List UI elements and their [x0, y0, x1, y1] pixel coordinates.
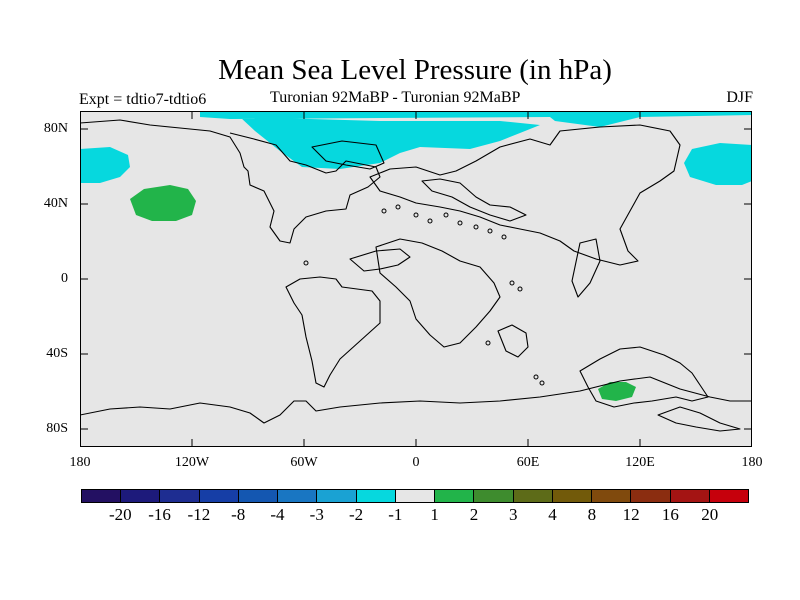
x-tick-label-120e: 120E	[625, 455, 655, 470]
colorbar-label: 2	[469, 505, 479, 524]
colorbar	[81, 489, 749, 503]
north-america-outline	[80, 119, 381, 244]
map-frame	[80, 111, 752, 447]
colorbar-segment	[82, 490, 122, 502]
colorbar-segment	[395, 490, 436, 502]
colorbar-label: -20	[108, 505, 132, 524]
colorbar-segment	[121, 490, 161, 502]
colorbar-segment	[592, 490, 632, 502]
australia-green	[598, 382, 636, 401]
x-tick-label-180e: 180	[741, 455, 763, 470]
map-plot	[80, 111, 752, 447]
colorbar-label: 1	[430, 505, 439, 524]
west-pacific-islands	[571, 238, 601, 298]
india-madagascar-outline	[497, 324, 529, 358]
y-tick-label-80n: 80N	[43, 121, 68, 136]
period-label: Turonian 92MaBP - Turonian 92MaBP	[270, 89, 521, 106]
colorbar-segment	[199, 490, 239, 502]
colorbar-label: -4	[270, 505, 285, 524]
y-tick-label-40s: 40S	[46, 346, 68, 361]
australia-outline	[579, 346, 709, 408]
arctic-cyan-region	[200, 111, 752, 169]
axis-ticks	[80, 111, 752, 447]
colorbar-segment	[631, 490, 671, 502]
coastlines	[80, 119, 752, 432]
colorbar-label: -1	[388, 505, 403, 524]
colorbar-segment	[709, 490, 748, 502]
colorbar-label: -16	[148, 505, 171, 524]
colorbar-label: -8	[231, 505, 246, 524]
north-pacific-cyan-west	[80, 147, 130, 183]
colorbar-label: -2	[348, 505, 364, 524]
season-label: DJF	[726, 89, 753, 106]
x-tick-label-180w: 180	[69, 455, 91, 470]
north-pacific-green	[130, 185, 196, 221]
colorbar-segment	[356, 490, 396, 502]
x-tick-label-0: 0	[412, 455, 420, 470]
colorbar-segment	[552, 490, 593, 502]
x-tick-label-60w: 60W	[290, 455, 318, 470]
colorbar-label: 16	[661, 505, 679, 524]
central-tethys-islands	[349, 248, 411, 272]
greenland-outline	[311, 140, 385, 170]
africa-outline	[375, 238, 501, 348]
small-islands	[303, 204, 545, 386]
ocean-background	[80, 111, 752, 447]
y-tick-label-0: 0	[61, 271, 68, 286]
colorbar-label: 4	[548, 505, 557, 524]
colorbar-segment	[160, 490, 200, 502]
colorbar-segment	[670, 490, 710, 502]
antarctic-peninsula	[657, 406, 741, 432]
colorbar-segment	[513, 490, 553, 502]
antarctica-outline	[80, 376, 752, 424]
colorbar-label: -3	[309, 505, 324, 524]
colorbar-label: 3	[508, 505, 518, 524]
y-tick-label-80s: 80S	[46, 421, 68, 436]
south-america-outline	[285, 276, 381, 388]
positive-anomaly-regions	[130, 185, 636, 401]
colorbar-segment	[317, 490, 357, 502]
colorbar-segment	[474, 490, 514, 502]
experiment-label: Expt = tdtio7-tdtio6	[79, 91, 207, 108]
colorbar-label: 12	[622, 505, 640, 524]
colorbar-segment	[238, 490, 279, 502]
x-tick-label-120w: 120W	[174, 455, 210, 470]
north-interior-seaway	[421, 178, 527, 222]
colorbar-label: -12	[187, 505, 211, 524]
chart-title: Mean Sea Level Pressure (in hPa)	[218, 54, 612, 86]
colorbar-segment	[278, 490, 318, 502]
x-tick-label-60e: 60E	[516, 455, 540, 470]
north-pacific-cyan-east	[684, 143, 752, 185]
eurasia-outline	[369, 124, 681, 266]
y-tick-label-40n: 40N	[43, 196, 68, 211]
colorbar-segment	[435, 490, 475, 502]
negative-anomaly-regions	[80, 111, 752, 185]
colorbar-label: 20	[701, 505, 719, 524]
colorbar-label: 8	[587, 505, 597, 524]
